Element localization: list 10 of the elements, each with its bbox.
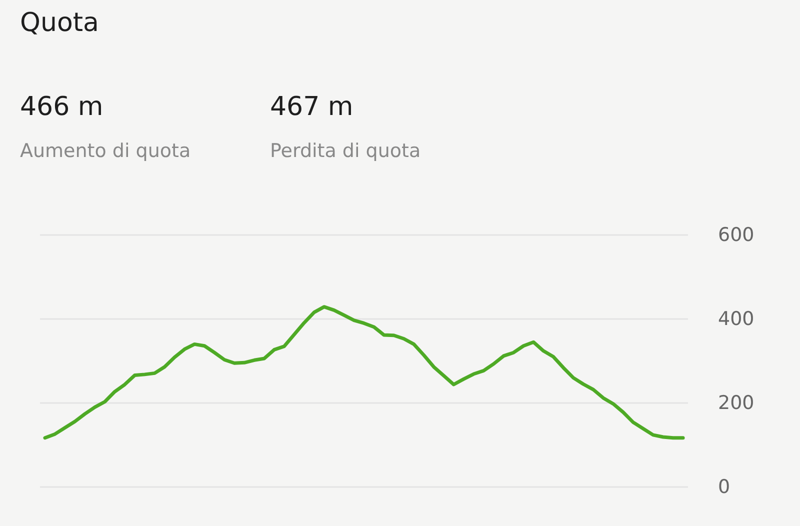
y-tick-label: 0 — [718, 476, 730, 498]
text: Perdita di quota — [270, 140, 421, 162]
line-series — [43, 305, 685, 440]
text: 467 m — [270, 92, 354, 122]
y-tick-label: 600 — [718, 224, 754, 246]
y-tick-label: 200 — [718, 392, 754, 414]
text: 466 m — [20, 92, 104, 122]
chart-title: Quota — [20, 8, 99, 38]
y-tick-label: 400 — [718, 308, 754, 330]
text: Aumento di quota — [20, 140, 191, 162]
